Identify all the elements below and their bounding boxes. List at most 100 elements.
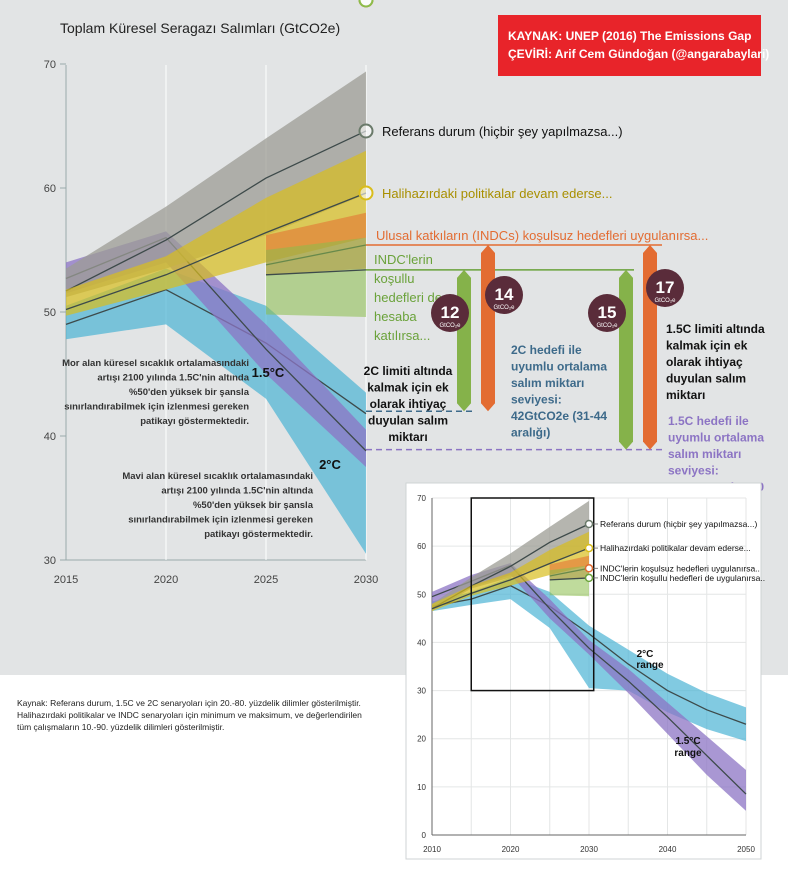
chart-title: Toplam Küresel Seragazı Salımları (GtCO2… xyxy=(60,20,340,36)
gap-2c-text: 2C limiti altında xyxy=(364,364,453,378)
blue-area-note: Mavi alan küresel sıcaklık ortalamasında… xyxy=(122,471,313,482)
series-median-line xyxy=(265,269,367,276)
gap-15c-text: 1.5C limiti altında xyxy=(666,322,765,336)
label-current-policy: Halihazırdaki politikalar devam ederse..… xyxy=(382,186,613,201)
inset-x-tick-label: 2010 xyxy=(423,845,441,854)
footnote: Halihazırdaki politikalar ve INDC senary… xyxy=(17,710,362,720)
blue-area-note: sınırlandırabilmek için izlenmesi gereke… xyxy=(128,515,313,526)
level-2c-text: salım miktarı xyxy=(511,376,584,390)
x-tick-label: 2025 xyxy=(254,574,278,586)
inset-legend-label: Halihazırdaki politikalar devam ederse..… xyxy=(600,543,751,553)
label-indc-conditional: katılırsa... xyxy=(374,328,430,343)
series-band xyxy=(66,71,366,298)
level-15c-text: seviyesi: xyxy=(668,464,719,478)
inset-y-tick-label: 60 xyxy=(417,542,426,551)
gap-15c-text: miktarı xyxy=(666,388,705,402)
inset-x-tick-label: 2020 xyxy=(502,845,520,854)
gap-arrow-12 xyxy=(457,269,471,412)
series-band xyxy=(266,237,366,317)
inset-legend-label: Referans durum (hiçbir şey yapılmazsa...… xyxy=(600,519,757,529)
series-band xyxy=(549,565,589,597)
y-tick-label: 40 xyxy=(44,431,56,443)
gap-badge-17-unit: GtCO₂e xyxy=(655,298,677,304)
inset-legend-label: INDC'lerin koşulsuz hedefleri uygulanırs… xyxy=(600,563,760,573)
level-15c-text: 1.5C hedefi ile xyxy=(668,414,749,428)
y-tick-label: 60 xyxy=(44,183,56,195)
purple-area-note: %50'den yüksek bir şansla xyxy=(129,387,250,398)
label-indc-conditional: hesaba xyxy=(374,309,417,324)
label-indc-unconditional: Ulusal katkıların (INDCs) koşulsuz hedef… xyxy=(376,228,708,243)
inset-legend-marker xyxy=(584,543,594,553)
series-end-marker xyxy=(358,0,374,8)
level-2c-text: 2C hedefi ile xyxy=(511,343,582,357)
level-2c-text: seviyesi: xyxy=(511,393,562,407)
inset-legend-marker xyxy=(584,519,594,529)
gap-badge-17-value: 17 xyxy=(656,278,675,297)
series-end-marker xyxy=(358,185,374,201)
label-indc-conditional: koşullu xyxy=(374,271,414,286)
inset-legend-marker xyxy=(584,573,594,583)
x-tick-label: 2020 xyxy=(154,574,178,586)
level-15c-text: salım miktarı xyxy=(668,447,741,461)
gap-2c-text: olarak ihtiyaç xyxy=(370,397,447,411)
x-tick-label: 2015 xyxy=(54,574,78,586)
inset-2c-range-label: range xyxy=(636,660,664,671)
gap-arrow-14 xyxy=(481,245,495,412)
purple-area-note: patikayı göstermektedir. xyxy=(140,416,249,427)
series-band xyxy=(66,268,366,554)
gap-badge-12-value: 12 xyxy=(441,303,460,322)
gap-2c-text: duyulan salım xyxy=(368,414,448,428)
blue-area-note: artışı 2100 yılında 1.5C'nin altında xyxy=(161,486,313,497)
blue-area-note: patikayı göstermektedir. xyxy=(204,529,313,540)
y-tick-label: 50 xyxy=(44,307,56,319)
y-tick-label: 70 xyxy=(44,59,56,71)
gap-badge-12 xyxy=(431,294,469,332)
inset-y-tick-label: 50 xyxy=(417,590,426,599)
series-median-line xyxy=(431,547,590,610)
gap-badge-12-unit: GtCO₂e xyxy=(440,323,462,329)
series-median-line xyxy=(549,577,590,581)
inset-x-tick-label: 2040 xyxy=(659,845,677,854)
source-line-1: KAYNAK: UNEP (2016) The Emissions Gap xyxy=(508,29,751,43)
inset-2c-range-label: 2°C xyxy=(637,649,654,660)
label-reference-scenario: Referans durum (hiçbir şey yapılmazsa...… xyxy=(382,124,623,139)
x-tick-label: 2030 xyxy=(354,574,378,586)
inset-y-tick-label: 30 xyxy=(417,687,426,696)
inset-y-tick-label: 10 xyxy=(417,783,426,792)
series-end-marker xyxy=(358,123,374,139)
inset-y-tick-label: 0 xyxy=(422,831,427,840)
gap-badge-15 xyxy=(588,294,626,332)
label-15c: 1.5°C xyxy=(252,365,285,380)
purple-area-note: sınırlandırabilmek için izlenmesi gereke… xyxy=(64,402,249,413)
purple-area-note: artışı 2100 yılında 1.5C'nin altında xyxy=(97,373,249,384)
level-2c-text: 42GtCO2e (31-44 xyxy=(511,409,607,423)
inset-15c-range-label: 1.5°C xyxy=(675,736,700,747)
inset-y-tick-label: 20 xyxy=(417,735,426,744)
series-band xyxy=(66,150,366,316)
gap-badge-17 xyxy=(646,269,684,307)
series-median-line xyxy=(65,130,367,292)
gap-arrow-15 xyxy=(619,269,633,450)
inset-legend-label: INDC'lerin koşullu hedefleri de uygulanı… xyxy=(600,573,765,583)
gap-15c-text: duyulan salım xyxy=(666,372,746,386)
level-2c-text: uyumlu ortalama xyxy=(511,360,607,374)
main-chart: 2015 2020 2025 2030 30 40 50 60 70 Toplam Küresel… xyxy=(44,0,708,586)
series-median-line xyxy=(431,584,747,725)
inset-y-tick-label: 70 xyxy=(417,494,426,503)
inset-x-tick-label: 2050 xyxy=(737,845,755,854)
series-band xyxy=(432,577,746,742)
gap-15c-text: kalmak için ek xyxy=(666,339,748,353)
gap-15c-text: olarak ihtiyaç xyxy=(666,355,743,369)
gap-badge-14-unit: GtCO₂e xyxy=(494,305,516,311)
label-indc-conditional: hedefleri de xyxy=(374,290,442,305)
zoom-frame xyxy=(470,497,595,692)
source-line-2: ÇEVİRİ: Arif Cem Gündoğan (@angarabaylar… xyxy=(508,46,769,61)
source-box xyxy=(498,15,761,76)
inset-15c-range-label: range xyxy=(674,748,702,759)
gap-badge-15-unit: GtCO₂e xyxy=(597,323,619,329)
gap-2c-text: miktarı xyxy=(388,430,427,444)
inset-legend-marker xyxy=(584,564,594,573)
gap-2c-text: kalmak için ek xyxy=(367,381,449,395)
inset-x-tick-label: 2030 xyxy=(580,845,598,854)
